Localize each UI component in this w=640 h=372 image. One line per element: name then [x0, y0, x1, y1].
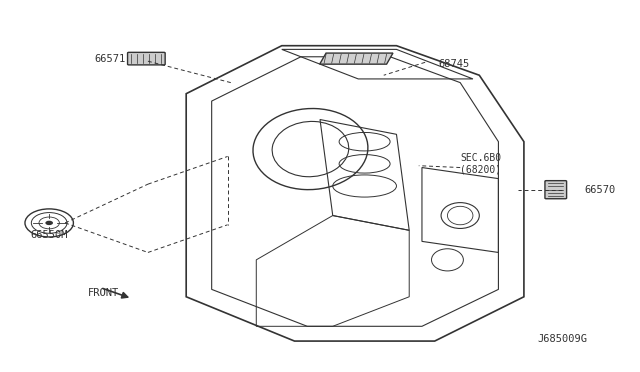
Circle shape: [45, 221, 53, 225]
Text: FRONT: FRONT: [88, 288, 119, 298]
Text: 68745: 68745: [438, 59, 469, 69]
FancyBboxPatch shape: [545, 181, 566, 199]
Polygon shape: [320, 53, 393, 64]
FancyBboxPatch shape: [127, 52, 165, 65]
Text: J685009G: J685009G: [538, 334, 588, 344]
Text: 66571: 66571: [94, 54, 125, 64]
Text: 66550M: 66550M: [31, 230, 68, 240]
Text: 66570: 66570: [584, 185, 616, 195]
Text: SEC.6B0
(68200): SEC.6B0 (68200): [460, 153, 501, 174]
